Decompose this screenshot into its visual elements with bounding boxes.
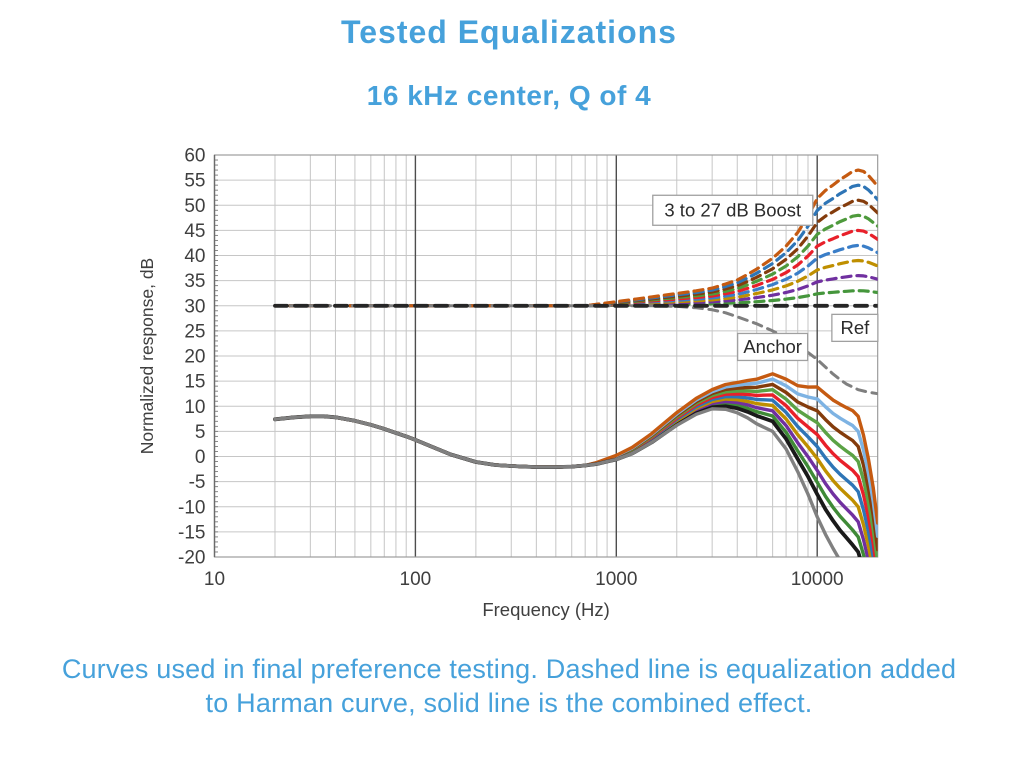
caption: Curves used in final preference testing.… [61, 654, 957, 719]
equalization-chart: 3 to 27 dB BoostRefAnchor605550454035302… [137, 146, 879, 620]
x-tick-label: 10 [204, 569, 225, 590]
boost-range-label-box [652, 194, 814, 226]
eq-dashed-27db [273, 168, 878, 308]
anchor-label: Anchor [743, 336, 802, 357]
ref-label-box [831, 313, 879, 343]
eq-dashed-18db [273, 213, 878, 308]
chart-area: 3 to 27 dB Boost Ref Anchor 60 55 50 45 40 35 30 2… [130, 135, 930, 640]
y-axis-title: Normalized response, dB [137, 258, 157, 454]
y-tick-label: 0 [195, 447, 206, 468]
y-tick-label: 55 [184, 171, 205, 192]
y-tick-label: 60 [184, 146, 205, 167]
y-tick-label: -20 [178, 548, 205, 569]
anchor-solid-line [273, 407, 841, 557]
curves-group [273, 168, 878, 557]
y-tick-label: -5 [189, 472, 206, 493]
eq-dashed-12db [273, 243, 878, 308]
y-tick-label: 15 [184, 372, 205, 393]
y-tick-label: 10 [184, 397, 205, 418]
anchor-label-box [736, 332, 809, 362]
x-tick-label: 10000 [791, 569, 844, 590]
eq-dashed-15db [273, 228, 878, 308]
y-tick-label: -10 [178, 497, 205, 518]
ref-label: Ref [840, 317, 870, 338]
page-subtitle: 16 kHz center, Q of 4 [366, 80, 652, 111]
x-tick-label: 100 [400, 569, 432, 590]
y-tick-label: 20 [184, 347, 205, 368]
y-tick-label: -15 [178, 522, 205, 543]
y-tick-label: 25 [184, 321, 205, 342]
y-tick-label: 30 [184, 296, 205, 317]
y-tick-label: 50 [184, 196, 205, 217]
y-tick-label: 35 [184, 271, 205, 292]
y-tick-label: 45 [184, 221, 205, 242]
x-tick-label: 1000 [595, 569, 637, 590]
eq-dashed-9db [273, 258, 878, 308]
eq-dashed-21db [273, 198, 878, 308]
y-tick-label: 40 [184, 246, 205, 267]
boost-range-label: 3 to 27 dB Boost [664, 199, 801, 220]
y-tick-label: 5 [195, 422, 206, 443]
eq-dashed-24db [273, 183, 878, 308]
combined-solid-24db [273, 377, 878, 538]
page-title: Tested Equalizations [341, 14, 677, 50]
x-axis-title: Frequency (Hz) [482, 599, 609, 620]
